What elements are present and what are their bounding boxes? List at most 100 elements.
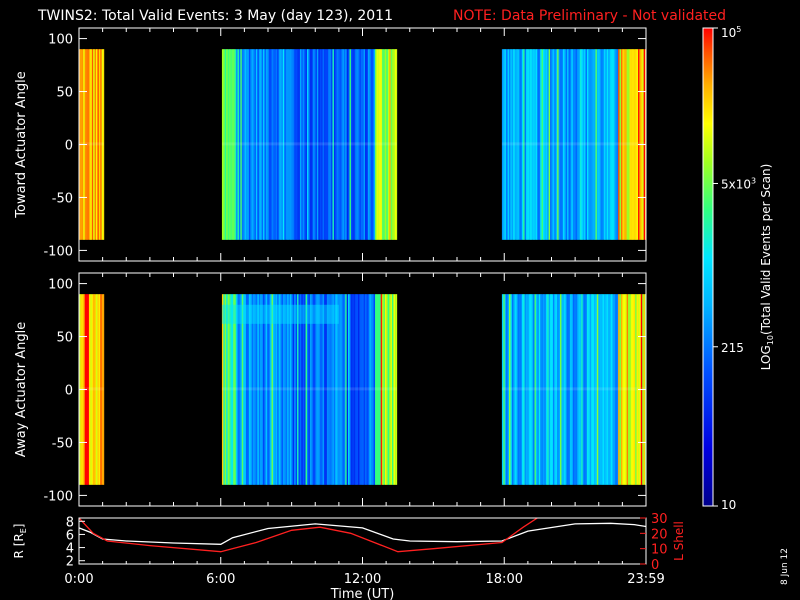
data-column [594,294,596,485]
data-column [521,294,524,485]
data-column [258,294,261,485]
data-column [277,294,280,485]
data-column [534,294,537,485]
data-column [383,49,386,240]
data-column [392,294,394,485]
data-column [243,49,246,240]
y-tick-label-right: 0 [651,558,659,573]
data-column [319,294,322,485]
data-column [318,49,321,240]
data-column [599,294,602,485]
data-column [268,294,271,485]
data-column [100,294,103,485]
data-column [278,294,281,485]
data-column [386,49,389,240]
data-column [623,294,626,485]
data-column [396,294,398,485]
data-column [514,49,517,240]
data-column [291,49,294,240]
colorbar-label: LOG10(Total Valid Events per Scan) [759,164,775,371]
data-column [90,49,93,240]
data-column [501,294,504,485]
data-column [394,49,397,240]
data-column [372,49,375,240]
colorbar-fill [702,27,714,507]
data-column [267,49,270,240]
data-column [525,49,528,240]
data-column [620,294,623,485]
data-column [305,49,308,240]
data-column [352,294,355,485]
l-shell-line [79,518,538,553]
data-column [565,49,568,240]
data-column [530,49,533,240]
data-column [535,294,538,485]
data-column [542,49,545,240]
data-column [625,294,628,485]
data-column [101,49,104,240]
data-column [325,49,328,240]
data-column [294,294,297,485]
data-column [552,294,555,485]
data-column [574,294,576,485]
data-column [240,49,243,240]
data-column [265,294,268,485]
data-column [350,49,353,240]
data-column [268,49,271,240]
data-column [257,294,260,485]
data-column [103,49,105,240]
data-column [545,294,548,485]
data-column [541,294,544,485]
data-column [394,294,397,485]
data-column [301,294,304,485]
data-column [358,49,360,240]
data-column [390,294,393,485]
data-column [322,294,325,485]
y-tick-label: 6 [66,528,74,543]
data-column [613,49,616,240]
data-column [565,294,568,485]
data-column [531,49,534,240]
data-column [603,49,606,240]
data-column [257,49,260,240]
y-tick-label: 50 [56,331,73,346]
data-column [633,294,636,485]
data-column [260,49,263,240]
data-column [545,49,548,240]
data-column [517,294,520,485]
data-column [238,49,241,240]
data-column [629,49,632,240]
data-column [613,294,616,485]
zero-angle-band [221,142,397,146]
data-column [329,49,332,240]
data-column [343,49,346,240]
data-column [240,294,243,485]
data-column [504,294,507,485]
data-column [98,294,101,485]
data-column [94,294,97,485]
data-column [270,294,272,485]
data-column [585,49,588,240]
data-column [103,294,105,485]
zero-angle-band [501,142,646,146]
data-column [510,294,513,485]
data-column [552,49,555,240]
y-axis-label: Toward Actuator Angle [14,71,29,218]
data-column [87,294,90,485]
data-column [561,294,564,485]
data-column [345,49,348,240]
data-column [537,294,540,485]
data-column [384,49,387,240]
data-column [551,49,554,240]
x-tick-label: 18:00 [486,572,523,587]
data-column [302,294,305,485]
data-column [236,294,238,485]
data-column [632,294,635,485]
data-column [87,49,90,240]
data-column [596,294,599,485]
data-column [264,294,267,485]
x-tick-label: 23:59 [627,572,664,587]
data-column [88,49,91,240]
data-column [321,49,323,240]
data-column [261,49,264,240]
